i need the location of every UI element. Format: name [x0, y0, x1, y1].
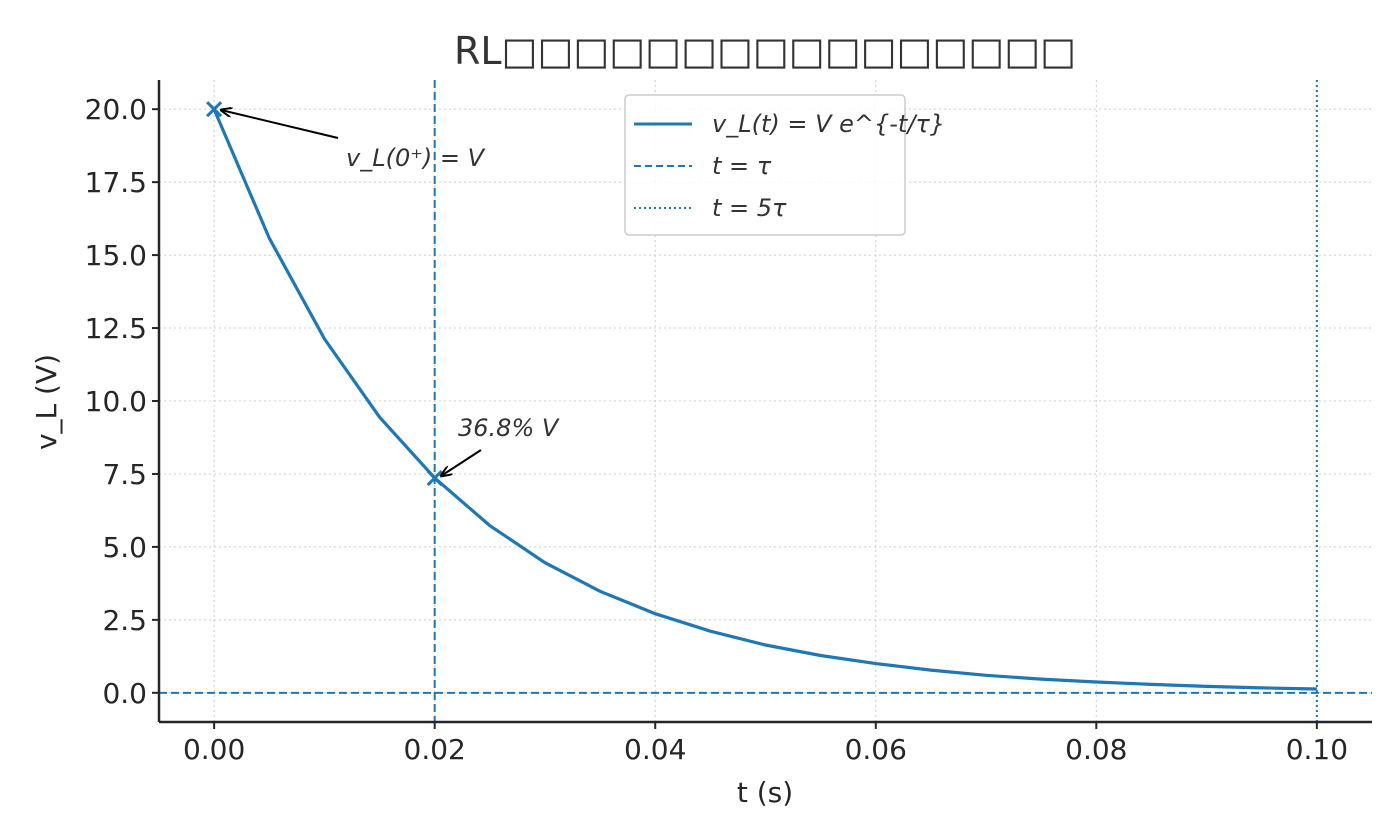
x-tick-label: 0.08 — [1065, 733, 1127, 766]
y-tick-label: 2.5 — [102, 604, 147, 637]
y-tick-label: 15.0 — [85, 239, 147, 272]
x-ticks: 0.00 0.02 0.04 0.06 0.08 0.10 — [183, 722, 1348, 766]
legend-label: t = τ — [712, 152, 772, 180]
annotation-arrow — [441, 449, 482, 476]
x-tick-label: 0.00 — [183, 733, 245, 766]
annotation-initial-label: v_L(0⁺) = V — [346, 144, 486, 172]
annotation-tau-label: 36.8% V — [458, 414, 560, 442]
y-axis-label: v_L (V) — [30, 354, 63, 450]
y-tick-label: 7.5 — [102, 458, 147, 491]
series-line — [212, 108, 1317, 691]
y-tick-label: 10.0 — [85, 385, 147, 418]
y-tick-label: 5.0 — [102, 531, 147, 564]
x-tick-label: 0.10 — [1286, 733, 1348, 766]
legend-label: v_L(t) = V e^{-t/τ} — [712, 110, 945, 138]
marker-stroke — [206, 101, 223, 118]
x-tick-label: 0.02 — [404, 733, 466, 766]
y-tick-label: 0.0 — [102, 677, 147, 710]
legend-box — [624, 94, 906, 236]
y-tick-label: 17.5 — [85, 166, 147, 199]
annotation-tau: 36.8% V — [441, 414, 560, 476]
annotation-initial: v_L(0⁺) = V — [221, 110, 486, 172]
x-tick-label: 0.04 — [624, 733, 686, 766]
y-tick-label: 12.5 — [85, 312, 147, 345]
chart-title: RL□□□□□□□□□□□□□□□□ — [454, 29, 1076, 73]
y-tick-label: 20.0 — [85, 93, 147, 126]
data-marker — [206, 101, 223, 118]
legend: v_L(t) = V e^{-t/τ} t = τ t = 5τ — [624, 94, 945, 236]
reference-lines — [159, 80, 1372, 722]
series-layer — [212, 108, 1317, 691]
x-tick-label: 0.06 — [845, 733, 907, 766]
annotation-arrow — [221, 110, 339, 139]
x-axis-label: t (s) — [737, 776, 793, 809]
y-ticks: 0.0 2.5 5.0 7.5 10.0 12.5 15.0 17.5 20.0 — [85, 93, 159, 710]
legend-label: t = 5τ — [712, 194, 787, 222]
